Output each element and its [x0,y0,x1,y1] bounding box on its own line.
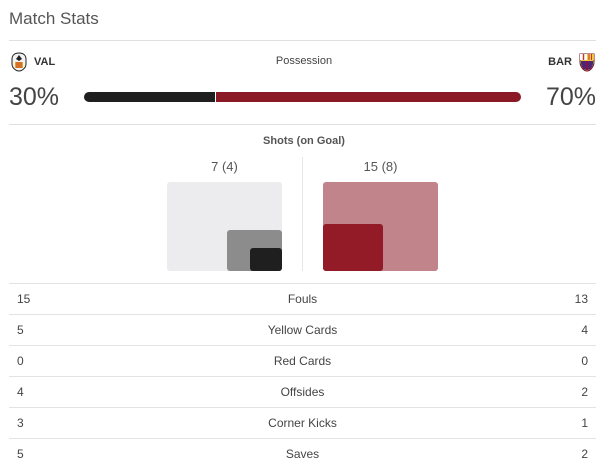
stat-name: Offsides [280,385,325,399]
stat-row-saves: 5 Saves 2 [9,438,596,469]
shots-label: Shots (on Goal) [263,135,345,147]
home-stat-value: 4 [17,385,24,399]
shots-divider [302,157,303,271]
title-divider [9,40,596,41]
valencia-crest-icon [11,52,27,72]
stat-name: Fouls [287,292,318,306]
home-stat-value: 0 [17,354,24,368]
away-on-goal-box [323,224,383,271]
home-possession-value: 30% [9,83,60,111]
home-stat-value: 5 [17,323,24,337]
stat-row-corner-kicks: 3 Corner Kicks 1 [9,407,596,438]
possession-label: Possession [275,55,333,67]
possession-bar-home [84,92,216,102]
stat-row-red-cards: 0 Red Cards 0 [9,345,596,376]
away-stat-value: 13 [574,292,588,306]
home-on-goal-box [250,248,282,271]
stat-name: Saves [285,447,320,461]
stat-row-offsides: 4 Offsides 2 [9,376,596,407]
home-stat-value: 15 [17,292,31,306]
stat-row-fouls: 15 Fouls 13 [9,283,596,314]
possession-bar [84,92,521,102]
home-shots-value: 7 (4) [211,159,238,174]
away-shots-value: 15 (8) [363,159,398,174]
home-team-abbr: VAL [34,56,56,68]
stat-name: Corner Kicks [268,416,337,430]
away-possession-value: 70% [545,83,596,111]
barcelona-crest-icon [579,53,595,72]
home-stat-value: 3 [17,416,24,430]
possession-bar-away [215,92,521,102]
stat-name: Red Cards [273,354,332,368]
home-team: VAL [10,52,55,72]
stat-row-yellow-cards: 5 Yellow Cards 4 [9,314,596,345]
stats-table: 15 Fouls 13 5 Yellow Cards 4 0 Red Cards… [9,283,596,469]
away-stat-value: 0 [581,354,588,368]
stat-name: Yellow Cards [267,323,338,337]
possession-divider [9,124,596,125]
home-stat-value: 5 [17,447,24,461]
page-title: Match Stats [9,9,99,28]
away-team: BAR [548,52,596,72]
away-stat-value: 1 [581,416,588,430]
away-team-abbr: BAR [548,56,572,68]
away-stat-value: 2 [581,385,588,399]
away-stat-value: 4 [581,323,588,337]
away-stat-value: 2 [581,447,588,461]
